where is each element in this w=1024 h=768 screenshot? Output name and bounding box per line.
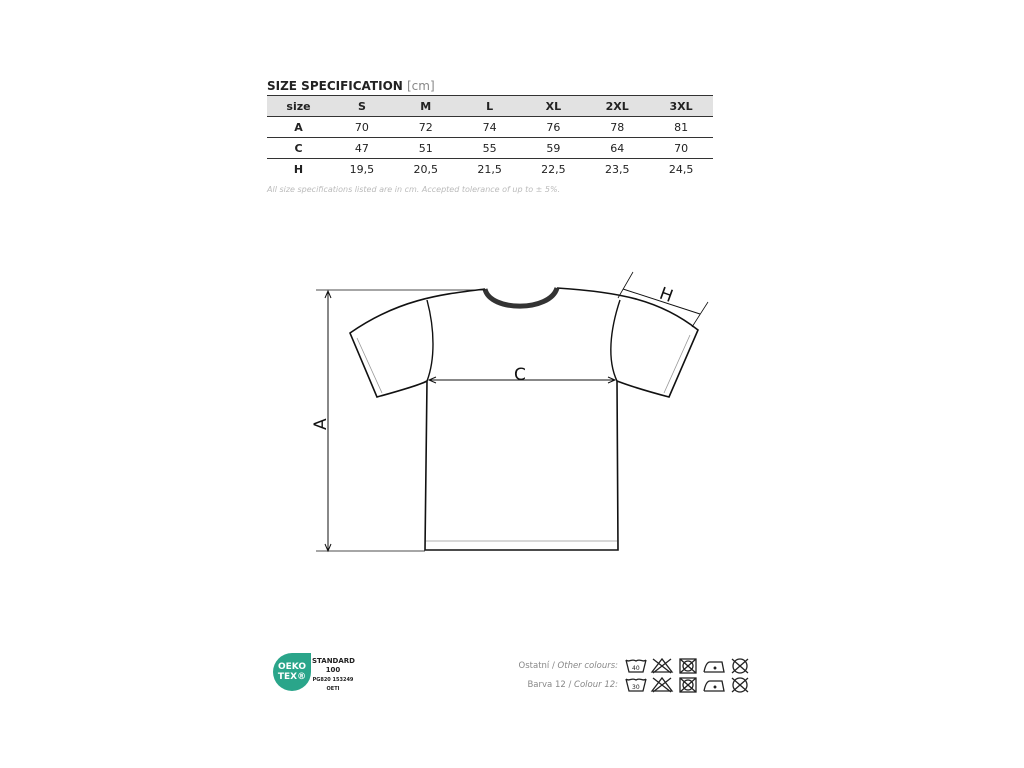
no-bleach-icon [650,676,674,693]
table-cell: A [267,116,331,138]
size-table: size S M L XL 2XL 3XL A 70 72 74 76 78 81 C 47 51 55 59 64 7… [267,95,713,179]
no-dry-clean-icon [731,658,749,674]
table-cell: 76 [521,116,586,138]
table-cell: H [293,162,304,176]
label-c: C [514,365,526,385]
table-cell: 24,5 [668,162,694,176]
care-row-colour12: Barva 12 / Colour 12: 30 [527,676,752,694]
care-row-other: Ostatní / Other colours: 40 [519,657,752,675]
no-tumble-dry-icon [679,658,697,674]
column-header: S [330,95,394,117]
table-cell: 47 [330,137,394,159]
table-cell: 22,5 [541,162,566,176]
iron-low-icon [703,680,725,692]
column-header: M [393,95,458,117]
table-cell: 20,5 [413,162,439,176]
table-row: H 19,5 20,5 21,5 22,5 23,5 24,5 [267,159,713,180]
page-title: SIZE SPECIFICATION [cm] [267,79,435,93]
table-cell: 74 [457,116,522,138]
column-header: 3XL [649,95,713,117]
table-cell: 51 [393,137,458,159]
table-cell: 23,5 [604,162,630,176]
column-header: XL [521,95,586,117]
table-cell: C [267,137,331,159]
svg-text:30: 30 [632,684,640,691]
shirt-outline [349,287,699,551]
iron-low-icon [703,661,725,673]
no-tumble-dry-icon [679,677,697,693]
wash-tub-icon: 30 [625,678,647,692]
svg-text:40: 40 [632,665,640,672]
table-cell: 72 [393,116,458,138]
table-cell: 21,5 [477,162,502,176]
table-cell: 70 [330,116,394,138]
column-header: size [267,95,331,117]
table-row: A 70 72 74 76 78 81 [267,116,713,138]
certification-text: STANDARD 100 PG820 153249 OETI [312,657,355,692]
table-cell: 78 [585,116,650,138]
table-cell: 70 [649,137,713,159]
no-dry-clean-icon [731,677,749,693]
h-dimension-line [622,288,701,315]
column-header: L [457,95,522,117]
table-row: C 47 51 55 59 64 70 [267,137,713,159]
table-cell: 59 [521,137,586,159]
table-cell: 55 [457,137,522,159]
table-cell: 64 [585,137,650,159]
no-bleach-icon [650,657,674,674]
wash-tub-icon: 40 [625,659,647,673]
table-cell: 81 [649,116,713,138]
column-header: 2XL [585,95,650,117]
tolerance-note: All size specifications listed are in cm… [267,185,561,194]
table-cell: 19,5 [349,162,375,176]
label-a: A [311,418,331,430]
label-h: H [657,284,676,307]
oeko-tex-logo: OEKO TEX® [273,653,311,691]
